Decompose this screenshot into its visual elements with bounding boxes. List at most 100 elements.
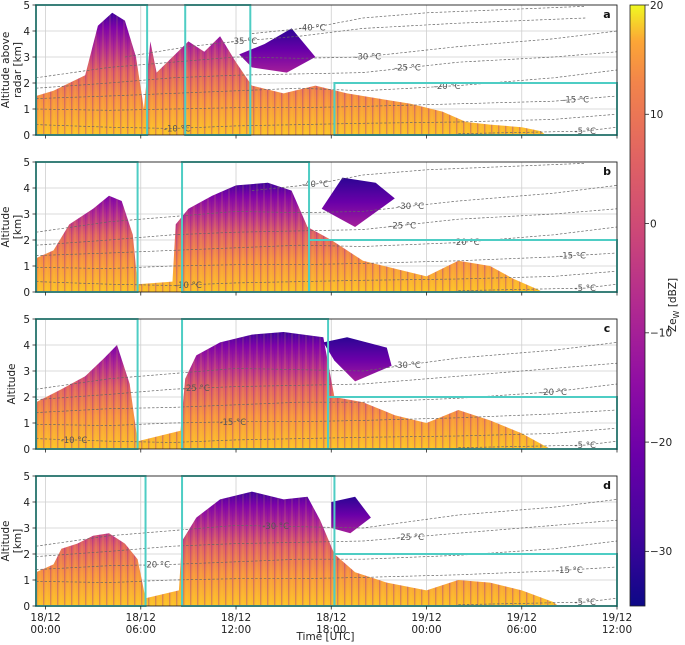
isotherm-line xyxy=(35,95,618,111)
y-tick-label: 0 xyxy=(23,601,30,613)
y-tick-label: 4 xyxy=(23,340,30,352)
isotherm-label: -25 °C xyxy=(394,64,421,74)
x-axis-label: Time [UTC] xyxy=(295,631,354,643)
colorbar-tick-label: −30 xyxy=(650,546,672,558)
y-axis-label: Altitude[km] xyxy=(0,206,24,247)
echo-texture xyxy=(36,182,543,292)
isotherm-label: -5 °C xyxy=(575,441,596,451)
isotherm-line xyxy=(35,30,618,79)
colorbar-gradient xyxy=(630,5,645,606)
isotherm-label: -5 °C xyxy=(575,284,596,294)
y-tick-label: 0 xyxy=(23,130,30,142)
y-tick-label: 2 xyxy=(23,549,30,561)
panel-frame xyxy=(35,4,618,136)
isotherm-line xyxy=(458,283,618,292)
y-tick-label: 4 xyxy=(23,183,30,195)
isotherm-label: -20 °C xyxy=(540,388,567,398)
cloud-patch xyxy=(321,177,395,227)
isotherm-line xyxy=(35,362,618,400)
x-tick-label: 18/12 18:00 xyxy=(316,612,346,636)
isotherm-line xyxy=(458,126,618,135)
isotherm-line xyxy=(35,270,618,286)
isotherm-line xyxy=(35,226,618,256)
isotherm-label: -25 °C xyxy=(397,533,424,543)
panel-letter: c xyxy=(604,322,611,335)
colorbar-tick-label: −10 xyxy=(650,328,672,340)
y-tick-label: 1 xyxy=(23,575,30,587)
y-tick-label: 5 xyxy=(23,471,30,483)
y-tick-label: 1 xyxy=(23,418,30,430)
y-tick-label: 3 xyxy=(23,523,30,535)
y-tick-label: 0 xyxy=(23,444,30,456)
isotherm-line xyxy=(35,113,618,129)
isotherm-label: -5 °C xyxy=(575,598,596,608)
y-tick-label: 2 xyxy=(23,78,30,90)
x-tick-label: 18/12 12:00 xyxy=(221,612,251,636)
panel-frame xyxy=(35,475,618,607)
echo-texture xyxy=(36,12,546,135)
isotherm-line xyxy=(35,427,618,443)
colorbar-tick-label: 10 xyxy=(650,109,663,121)
cloud-patch xyxy=(323,337,392,382)
isotherm-label: -15 °C xyxy=(219,418,246,428)
panel-a: -40 °C -35 °C -30 °C -25 °C -20 °C -15 °C -10 … xyxy=(0,0,618,142)
isotherm-line xyxy=(35,69,618,99)
isotherm-label: -25 °C xyxy=(183,384,210,394)
isotherm-line xyxy=(35,185,618,233)
y-tick-label: 4 xyxy=(23,26,30,38)
panel-letter: a xyxy=(603,8,610,21)
isotherm-label: -40 °C xyxy=(299,23,326,33)
y-tick-label: 3 xyxy=(23,366,30,378)
y-tick-label: 1 xyxy=(23,261,30,273)
y-tick-label: 3 xyxy=(23,52,30,64)
panel-frame xyxy=(35,161,618,293)
isotherm-line xyxy=(458,440,618,449)
isotherm-label: -35 °C xyxy=(231,37,258,47)
panel-d: -30 °C -25 °C -20 °C -15 °C -5 °C 0 1 2 3 4 5 Altit… xyxy=(0,471,618,613)
x-axis: 18/12 00:00 18/12 06:00 18/12 12:00 18/12 18:00… xyxy=(30,612,632,636)
isotherm-line xyxy=(35,342,618,390)
x-tick-label: 19/12 12:00 xyxy=(602,612,632,636)
y-tick-label: 2 xyxy=(23,392,30,404)
colorbar-tick-label: 20 xyxy=(650,0,663,12)
x-tick-label: 18/12 06:00 xyxy=(126,612,156,636)
isotherm-label: -20 °C xyxy=(434,82,461,92)
panel-frame xyxy=(35,318,618,450)
panel-letter: d xyxy=(603,479,611,492)
y-axis-label: Altitude aboveradar [km] xyxy=(0,32,24,109)
x-tick-label: 19/12 06:00 xyxy=(507,612,537,636)
cloud-patch xyxy=(239,28,316,73)
isotherm-label: -10 °C xyxy=(175,281,202,291)
panel-letter: b xyxy=(603,165,611,178)
isotherm-label: -15 °C xyxy=(556,566,583,576)
y-tick-label: 1 xyxy=(23,104,30,116)
cloud-patch xyxy=(331,496,371,534)
isotherm-label: -15 °C xyxy=(562,95,589,105)
isotherm-label: -10 °C xyxy=(61,436,88,446)
isotherm-label: -15 °C xyxy=(559,252,586,262)
y-tick-label: 2 xyxy=(23,235,30,247)
isotherm-label: -30 °C xyxy=(354,52,381,62)
isotherm-line xyxy=(35,566,618,583)
colorbar-frame xyxy=(629,4,646,607)
isotherm-label: -30 °C xyxy=(394,361,421,371)
y-tick-label: 5 xyxy=(23,314,30,326)
isotherm-label: -5 °C xyxy=(575,127,596,137)
y-tick-label: 5 xyxy=(23,157,30,169)
y-tick-label: 4 xyxy=(23,497,30,509)
colorbar-label: ZeW [dBZ] xyxy=(667,278,681,332)
isotherm-line xyxy=(35,499,618,547)
echo-texture xyxy=(36,332,551,449)
isotherm-label: -25 °C xyxy=(389,221,416,231)
isotherm-line xyxy=(458,597,618,606)
x-tick-label: 19/12 00:00 xyxy=(411,612,441,636)
colorbar-tick-label: −20 xyxy=(650,437,672,449)
echo-texture xyxy=(36,491,559,606)
colorbar: 20 10 0 −10 −20 −30 ZeW [dBZ] xyxy=(629,0,681,607)
isotherm-label: -40 °C xyxy=(302,180,329,190)
isotherm-label: -20 °C xyxy=(453,238,480,248)
isotherm-line xyxy=(35,519,618,557)
panel-b: -40 °C -30 °C -25 °C -20 °C -15 °C -10 °C -5 °… xyxy=(0,157,618,299)
isotherm-label: -30 °C xyxy=(262,522,289,532)
